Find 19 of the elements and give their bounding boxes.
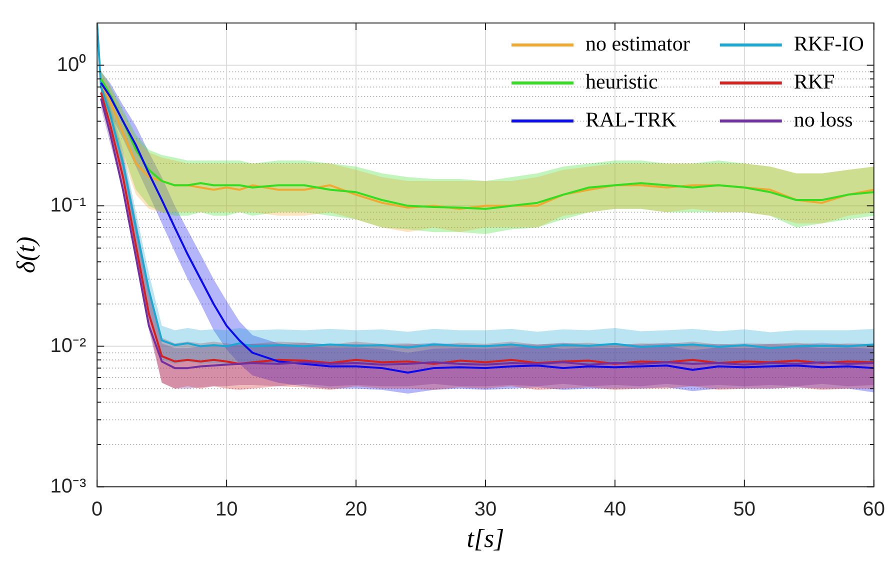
y-axis-title: δ(t) (11, 236, 40, 274)
x-tick-label: 20 (344, 498, 368, 520)
x-tick-label: 30 (474, 498, 497, 520)
x-tick-label: 50 (733, 498, 756, 520)
y-tick-label: 10⁰ (56, 52, 86, 76)
x-tick-label: 60 (862, 498, 885, 520)
y-tick-label: 10⁻² (50, 334, 86, 357)
x-axis-title: t[s] (466, 524, 504, 554)
legend-label: RKF-IO (794, 32, 864, 56)
y-tick-label: 10⁻³ (50, 475, 86, 498)
y-tick-label: 10⁻¹ (50, 194, 86, 216)
legend-label: no estimator (585, 32, 690, 56)
legend-label: RKF (794, 70, 835, 94)
x-tick-label: 40 (604, 498, 626, 520)
x-tick-label: 10 (215, 498, 238, 520)
x-tick-label: 0 (92, 498, 103, 520)
legend-label: no loss (794, 108, 853, 132)
legend-label: heuristic (585, 70, 658, 94)
legend-label: RAL-TRK (585, 108, 676, 132)
